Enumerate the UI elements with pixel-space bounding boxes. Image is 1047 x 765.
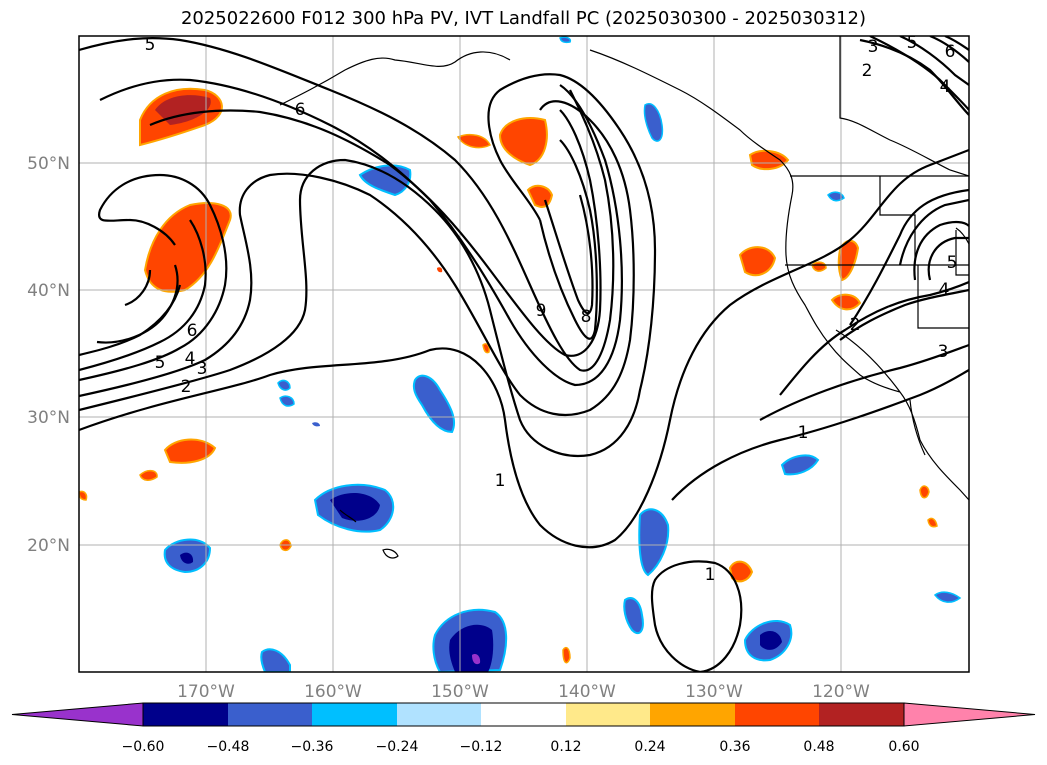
colorbar-tick-label: 0.60	[888, 739, 919, 755]
map-frame	[78, 35, 970, 673]
lat-label: 30°N	[27, 408, 70, 428]
lon-label: 120°W	[812, 682, 870, 702]
colorbar-tick-label: 0.48	[803, 739, 834, 755]
longitude-labels: 170°W 160°W 150°W 140°W 130°W 120°W	[177, 682, 870, 702]
contour-label: 3	[938, 342, 949, 362]
colorbar-cell	[312, 703, 397, 726]
contour-label: 9	[536, 301, 547, 321]
map-title: 2025022600 F012 300 hPa PV, IVT Landfall…	[180, 8, 867, 29]
coastlines	[279, 36, 969, 559]
lon-label: 140°W	[558, 682, 616, 702]
lon-label: 130°W	[685, 682, 743, 702]
contour-label: 5	[145, 35, 156, 55]
lat-label: 50°N	[27, 154, 70, 174]
contour-label: 5	[155, 353, 166, 373]
colorbar-cell	[228, 703, 312, 726]
contour-label: 3	[868, 37, 879, 57]
pv-contours	[79, 36, 969, 672]
contour-label: 2	[862, 61, 873, 81]
colorbar-extend-min	[11, 702, 144, 727]
contour-label: 6	[945, 42, 956, 62]
colorbar-tick-label: 0.12	[550, 739, 581, 755]
contour-label: 2	[850, 315, 861, 335]
colorbar-tick-label: −0.36	[291, 739, 334, 755]
contour-label: 4	[940, 77, 951, 97]
colorbar-cells	[11, 702, 1036, 727]
contour-label: 3	[197, 359, 208, 379]
colorbar-extend-max	[903, 702, 1036, 727]
contour-label: 1	[798, 423, 809, 443]
contour-label: 1	[495, 471, 506, 491]
contour-label: 1	[705, 565, 716, 585]
colorbar-cell	[650, 703, 735, 726]
map-gridlines	[79, 36, 969, 672]
contour-label: 5	[907, 33, 918, 53]
contour-label: 6	[187, 321, 198, 341]
colorbar-frame	[142, 702, 905, 727]
colorbar-tick-label: 0.24	[634, 739, 665, 755]
lon-label: 170°W	[177, 682, 235, 702]
colorbar-cell	[397, 703, 481, 726]
lat-label: 20°N	[27, 536, 70, 556]
colorbar-cell	[819, 703, 904, 726]
colorbar-tick-label: −0.12	[460, 739, 503, 755]
lat-label: 40°N	[27, 281, 70, 301]
colorbar-tick-label: −0.60	[122, 739, 165, 755]
pv-anomaly-shading	[79, 36, 962, 672]
contour-label: 5	[947, 253, 958, 273]
colorbar-cell	[735, 703, 819, 726]
contour-label: 4	[939, 280, 950, 300]
colorbar-cell	[566, 703, 650, 726]
colorbar-tick-label: 0.36	[719, 739, 750, 755]
contour-labels: 5 6 5 4 3 2 6 9 8 1 1 1 2 3 4 5 2 3 4 5 …	[145, 33, 958, 585]
colorbar: −0.60 −0.48 −0.36 −0.24 −0.12 0.12 0.24 …	[11, 702, 1036, 755]
contour-label: 4	[185, 349, 196, 369]
contour-label: 8	[581, 307, 592, 327]
contour-label: 2	[181, 377, 192, 397]
latitude-labels: 50°N 40°N 30°N 20°N	[27, 154, 70, 556]
colorbar-tick-label: −0.24	[376, 739, 419, 755]
lon-label: 160°W	[304, 682, 362, 702]
colorbar-cell	[481, 703, 566, 726]
colorbar-tick-label: −0.48	[207, 739, 250, 755]
lon-label: 150°W	[431, 682, 489, 702]
colorbar-ticks: −0.60 −0.48 −0.36 −0.24 −0.12 0.12 0.24 …	[122, 739, 920, 755]
colorbar-cell	[143, 703, 228, 726]
contour-label: 6	[295, 100, 306, 120]
